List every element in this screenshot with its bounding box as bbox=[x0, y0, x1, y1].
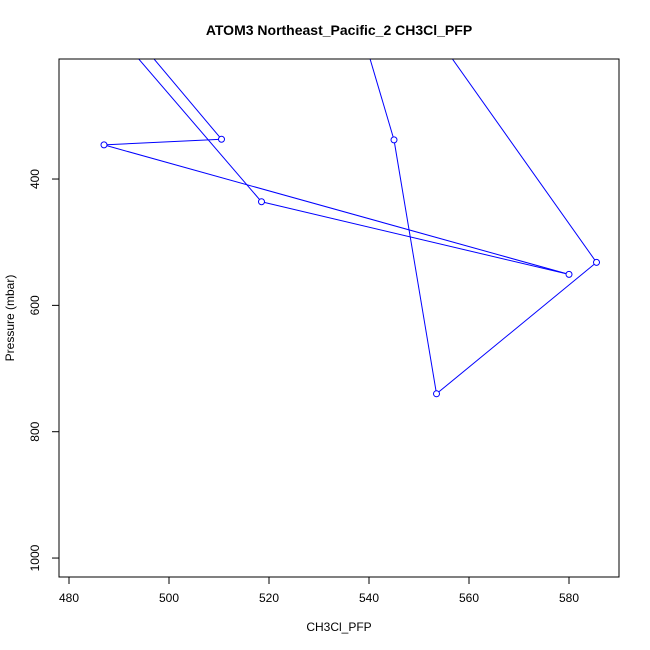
series-segment bbox=[393, 139, 437, 394]
series-segment bbox=[153, 59, 222, 140]
data-point bbox=[433, 390, 440, 398]
series-segment bbox=[369, 59, 395, 141]
series-segment bbox=[103, 144, 570, 275]
y-tick-label: 400 bbox=[28, 169, 42, 189]
series-segment bbox=[436, 262, 597, 395]
y-tick-label: 800 bbox=[28, 421, 42, 441]
y-axis-label: Pressure (mbar) bbox=[3, 275, 17, 362]
data-point bbox=[100, 141, 108, 149]
chart-title: ATOM3 Northeast_Pacific_2 CH3Cl_PFP bbox=[206, 22, 472, 38]
y-tick-label: 1000 bbox=[28, 544, 42, 571]
data-point bbox=[218, 135, 225, 143]
plot-frame bbox=[58, 58, 620, 578]
data-point bbox=[593, 258, 600, 266]
x-axis: 480 500 520 540 560 580 bbox=[59, 576, 579, 605]
x-tick-label: 540 bbox=[359, 591, 379, 605]
x-tick-label: 520 bbox=[259, 591, 279, 605]
x-tick-label: 480 bbox=[59, 591, 79, 605]
x-tick-label: 580 bbox=[559, 591, 579, 605]
series-segment bbox=[451, 59, 597, 263]
data-point bbox=[258, 198, 265, 206]
x-tick-label: 560 bbox=[459, 591, 479, 605]
y-axis: 400 600 800 1000 bbox=[28, 169, 60, 571]
x-tick-label: 500 bbox=[159, 591, 179, 605]
series-segment bbox=[138, 59, 262, 203]
series-segment bbox=[103, 138, 222, 146]
y-tick-label: 600 bbox=[28, 295, 42, 315]
data-point bbox=[390, 136, 398, 144]
data-point bbox=[565, 270, 573, 278]
x-axis-label: CH3Cl_PFP bbox=[306, 620, 371, 634]
series-segment bbox=[261, 201, 570, 275]
